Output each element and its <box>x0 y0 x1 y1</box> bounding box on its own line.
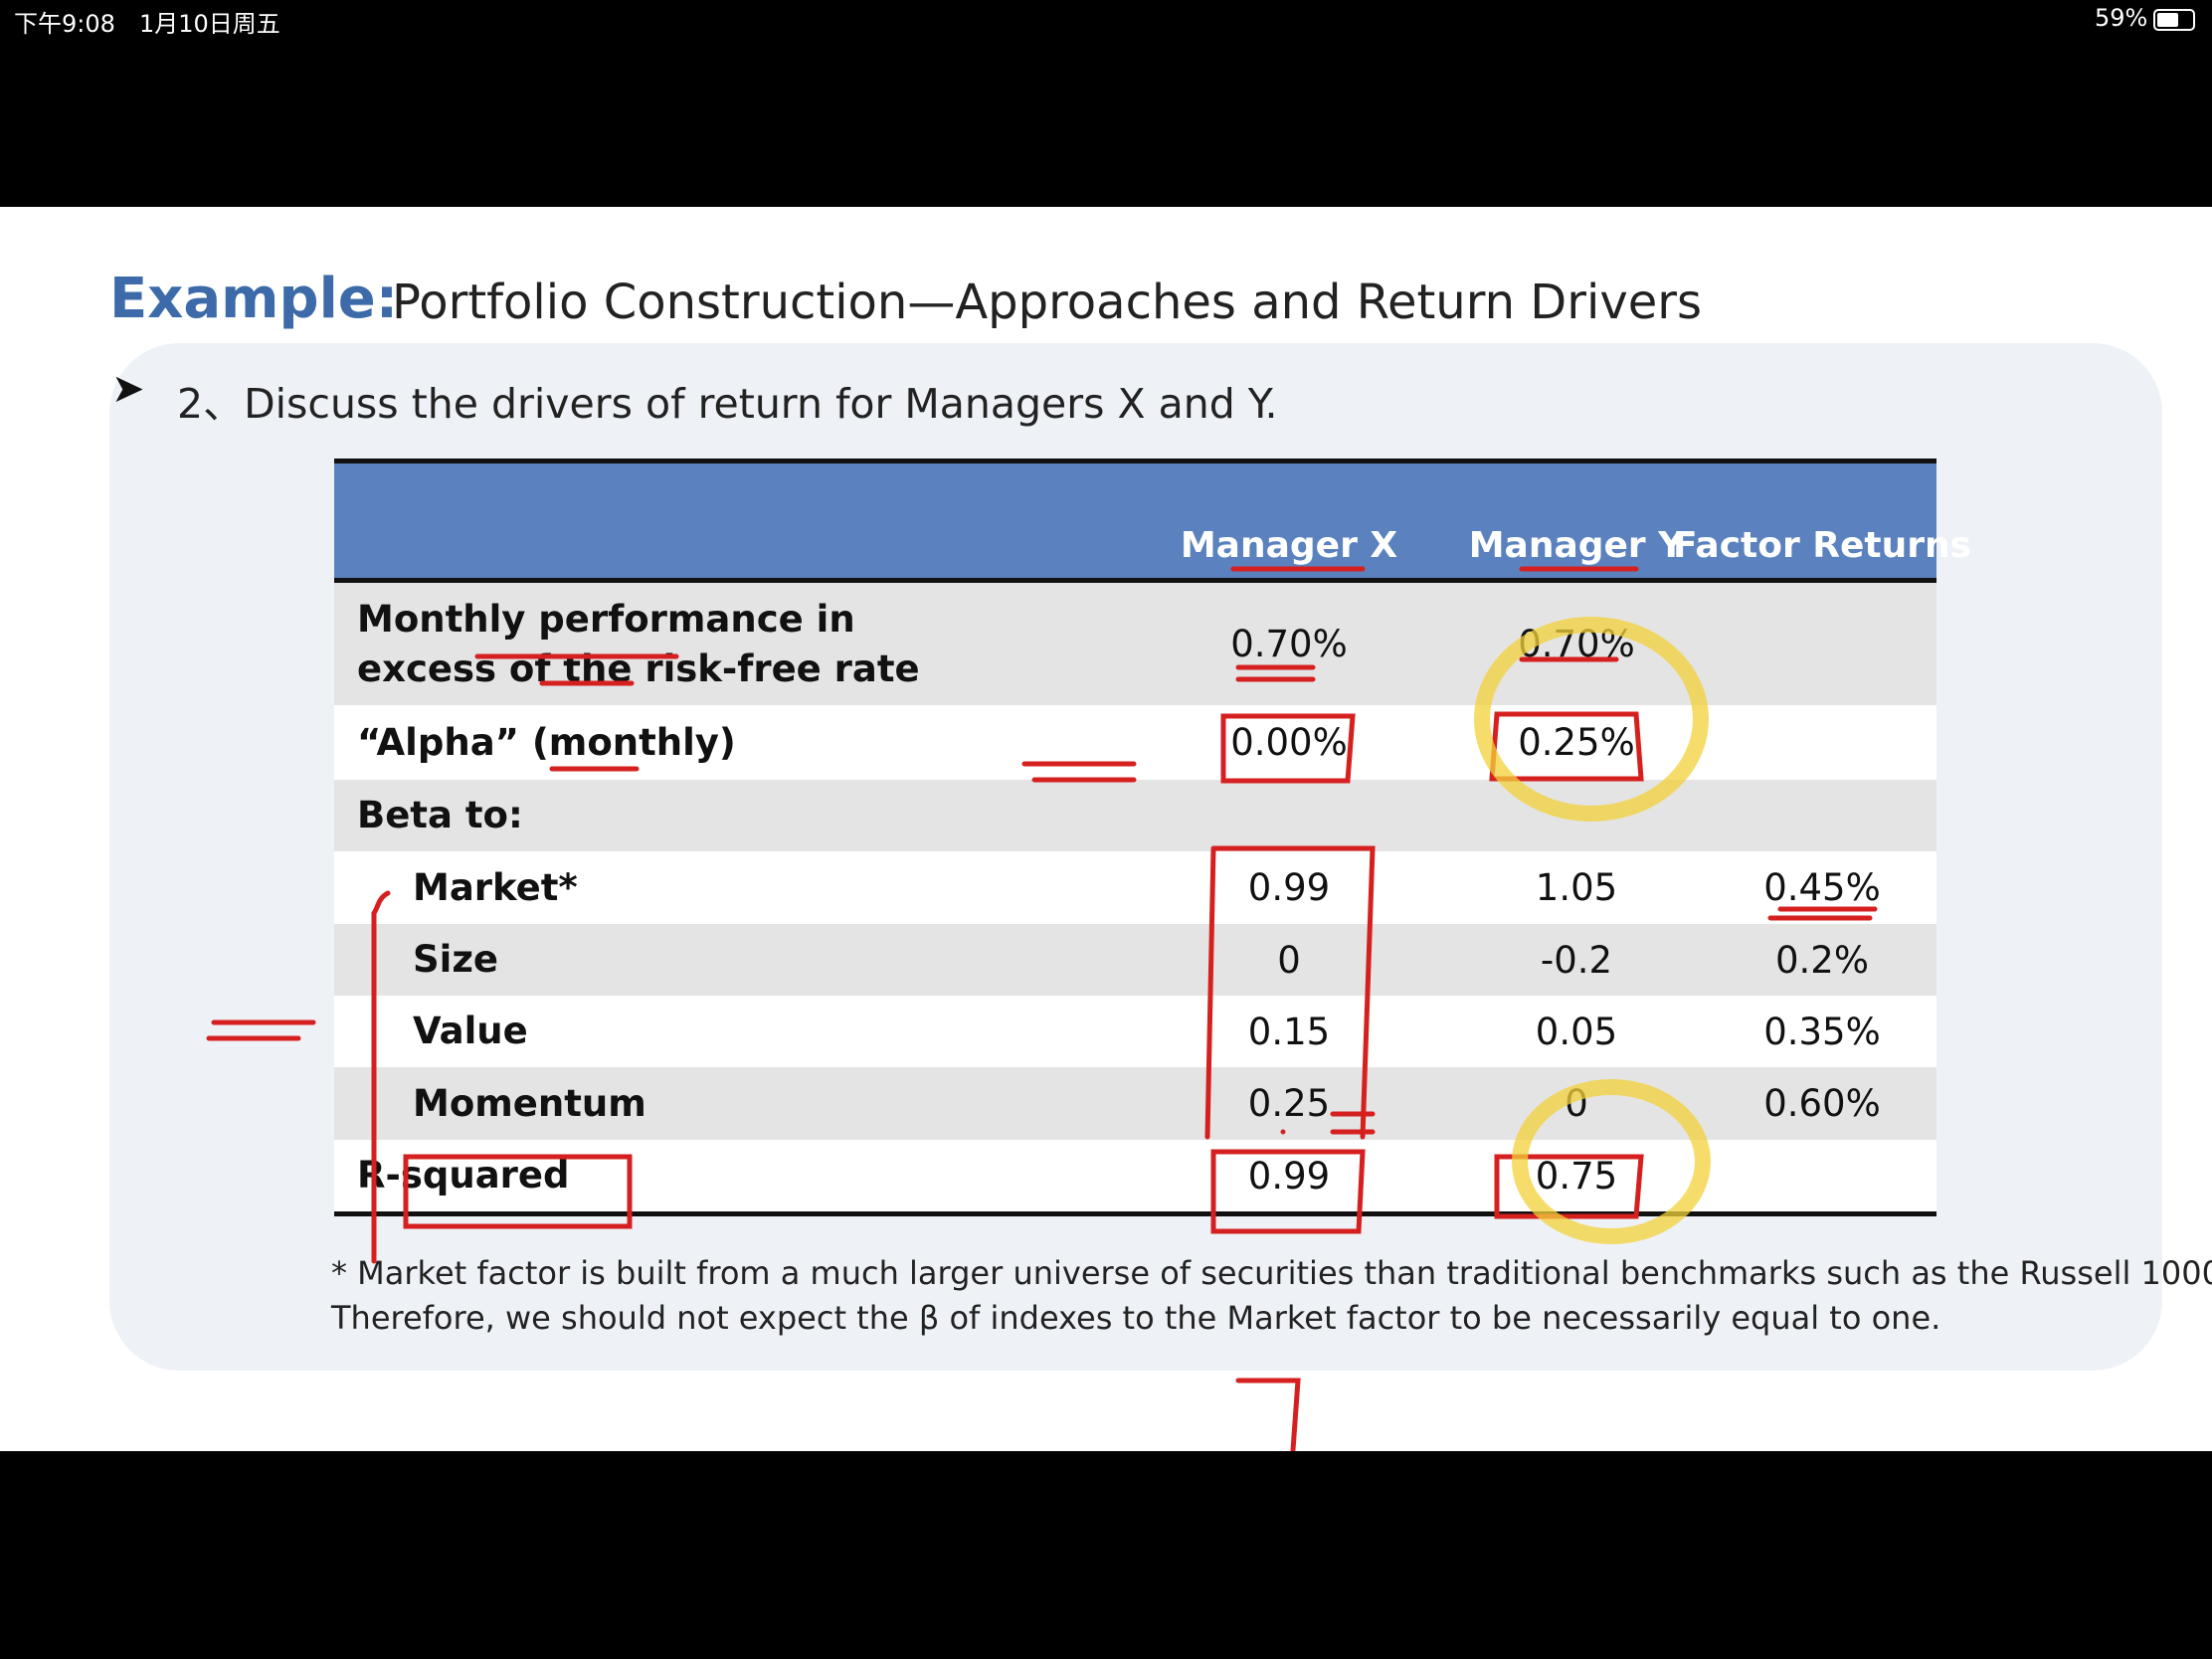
annotations <box>206 566 1878 1451</box>
status-date: 1月10日周五 <box>139 10 280 38</box>
table-cell: 0.15 <box>1247 1010 1331 1053</box>
table-cell: 0.99 <box>1247 1154 1331 1198</box>
column-header: Manager X <box>1180 525 1398 566</box>
table-row <box>334 1140 1936 1211</box>
battery-icon <box>2153 9 2195 31</box>
table-bottom-rule <box>334 1211 1936 1216</box>
table-cell: 0.35% <box>1763 1010 1881 1053</box>
row-label: R-squared <box>357 1154 570 1197</box>
table-cell: 1.05 <box>1535 866 1618 909</box>
table-cell: -0.2 <box>1540 938 1613 982</box>
table-cell: 0.60% <box>1763 1082 1881 1125</box>
row-label: Market* <box>413 865 578 909</box>
row-label: Value <box>413 1010 528 1052</box>
slide-title: Portfolio Construction—Approaches and Re… <box>392 275 1702 330</box>
status-time: 下午9:08 <box>14 10 115 38</box>
table-cell: 0.00% <box>1230 721 1348 764</box>
row-label: Beta to: <box>357 794 523 836</box>
table-row <box>334 924 1936 996</box>
footnote: Therefore, we should not expect the β of… <box>331 1299 1941 1337</box>
row-label: Size <box>413 938 498 981</box>
row-label: “Alpha” (monthly) <box>357 720 736 764</box>
row-label: Momentum <box>413 1081 646 1125</box>
table-cell: 0.45% <box>1763 866 1881 909</box>
table-row <box>334 996 1936 1067</box>
bullet-text: 2、Discuss the drivers of return for Mana… <box>177 380 1278 428</box>
table-row <box>334 851 1936 924</box>
table-cell: 0.25 <box>1247 1082 1331 1125</box>
table-cell: 0.2% <box>1775 938 1869 982</box>
slide: Example: Portfolio Construction—Approach… <box>0 207 2212 1451</box>
table-header <box>334 459 1936 583</box>
bullet-arrow: ➤ <box>111 366 145 412</box>
table-cell: 0.25% <box>1518 721 1635 764</box>
title-label: Example: <box>109 267 399 331</box>
table-cell: 0 <box>1277 938 1301 982</box>
table-cell: 0.05 <box>1535 1010 1618 1053</box>
footnote: * Market factor is built from a much lar… <box>331 1254 2212 1292</box>
table-cell: 0.99 <box>1247 866 1331 909</box>
table-cell: 0.75 <box>1535 1154 1618 1198</box>
column-header: Manager Y <box>1468 525 1685 566</box>
table-cell: 0.70% <box>1230 623 1348 665</box>
battery-percent: 59% <box>2095 4 2148 32</box>
